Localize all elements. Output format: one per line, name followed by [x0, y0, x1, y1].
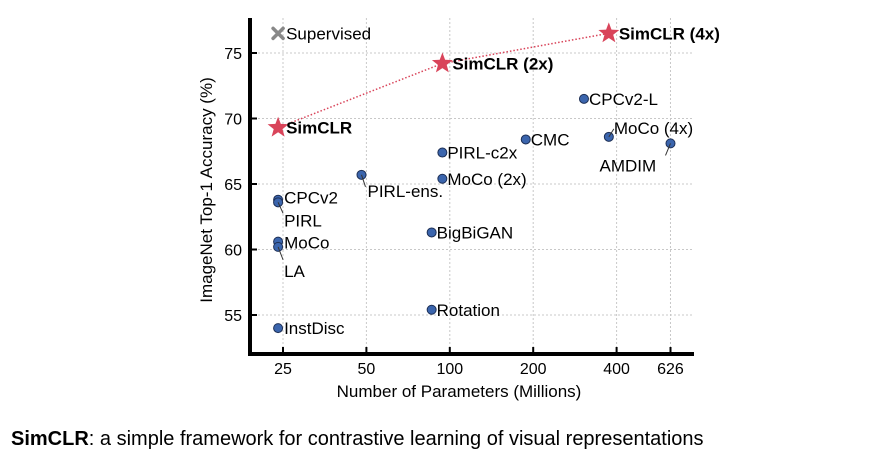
point-label-simclr-2x: SimCLR (2x): [452, 54, 553, 73]
point-label-la: LA: [284, 262, 305, 281]
leader-line-moco-4x: [608, 128, 615, 138]
x-tick-label: 100: [436, 361, 463, 378]
x-tick-label: 200: [520, 361, 547, 378]
x-marker-supervised: [271, 26, 285, 41]
point-label-simclr-4x: SimCLR (4x): [619, 24, 720, 43]
point-label-moco-4x: MoCo (4x): [614, 119, 693, 138]
leader-line-pirl: [277, 202, 284, 214]
point-marker-bigbigan: [426, 227, 437, 238]
leader-line-la: [277, 246, 284, 261]
point-label-moco-2x: MoCo (2x): [447, 170, 526, 189]
point-marker-moco-2x: [437, 173, 448, 184]
point-marker-cpcv2-l: [578, 93, 589, 104]
y-tick-label: 70: [224, 112, 242, 129]
x-stroke: [271, 26, 285, 41]
point-marker-cmc: [520, 134, 531, 145]
point-label-simclr: SimCLR: [286, 119, 352, 138]
point-marker-pirl-c2x: [437, 147, 448, 158]
point-marker-rotation: [426, 304, 437, 315]
simclr-trend-line: [277, 32, 609, 129]
point-label-moco: MoCo: [284, 234, 329, 253]
point-label-bigbigan: BigBiGAN: [437, 223, 514, 242]
point-label-instdisc: InstDisc: [284, 319, 345, 338]
caption-text: : a simple framework for contrastive lea…: [88, 428, 704, 450]
star-marker-simclr-4x: [598, 22, 620, 43]
y-axis-label: ImageNet Top-1 Accuracy (%): [197, 77, 216, 303]
y-tick-label: 75: [224, 46, 242, 63]
leader-line-amdim: [665, 143, 671, 156]
point-label-pirl: PIRL: [284, 211, 322, 230]
grid: [250, 18, 694, 354]
star-marker-simclr: [267, 116, 289, 137]
y-tick-label: 65: [224, 177, 242, 194]
caption-title: SimCLR: [11, 428, 89, 450]
point-label-cpcv2: CPCv2: [284, 189, 338, 208]
point-label-pirl-ens: PIRL-ens.: [367, 182, 443, 201]
caption: SimCLR: a simple framework for contrasti…: [11, 428, 704, 451]
point-marker-instdisc: [273, 323, 284, 334]
star-marker-simclr-2x: [431, 52, 453, 73]
x-tick-label: 50: [358, 361, 376, 378]
point-label-pirl-c2x: PIRL-c2x: [447, 144, 517, 163]
data-points: [267, 22, 676, 334]
point-label-rotation: Rotation: [437, 301, 500, 320]
simclr-line: [277, 32, 609, 129]
point-label-supervised: Supervised: [286, 24, 371, 43]
x-tick-label: 25: [274, 361, 292, 378]
y-tick-label: 60: [224, 243, 242, 260]
x-tick-label: 626: [657, 361, 684, 378]
x-tick-label: 400: [603, 361, 630, 378]
x-axis-label: Number of Parameters (Millions): [337, 382, 582, 401]
leader-line-pirl-ens: [361, 174, 366, 187]
point-label-cmc: CMC: [531, 130, 570, 149]
axes: [248, 18, 694, 356]
point-label-amdim: AMDIM: [599, 156, 656, 175]
point-labels: SimCLR SimCLR (2x) SimCLR (4x) Supervised CP…: [277, 24, 720, 338]
y-tick-label: 55: [224, 308, 242, 325]
point-label-cpcv2-l: CPCv2-L: [589, 90, 658, 109]
ticks: 25 50 100 200 400 626 55 60 65 70 75: [224, 46, 684, 378]
scatter-chart: 25 50 100 200 400 626 55 60 65 70 75 SimCLR SimCLR …: [197, 18, 720, 401]
